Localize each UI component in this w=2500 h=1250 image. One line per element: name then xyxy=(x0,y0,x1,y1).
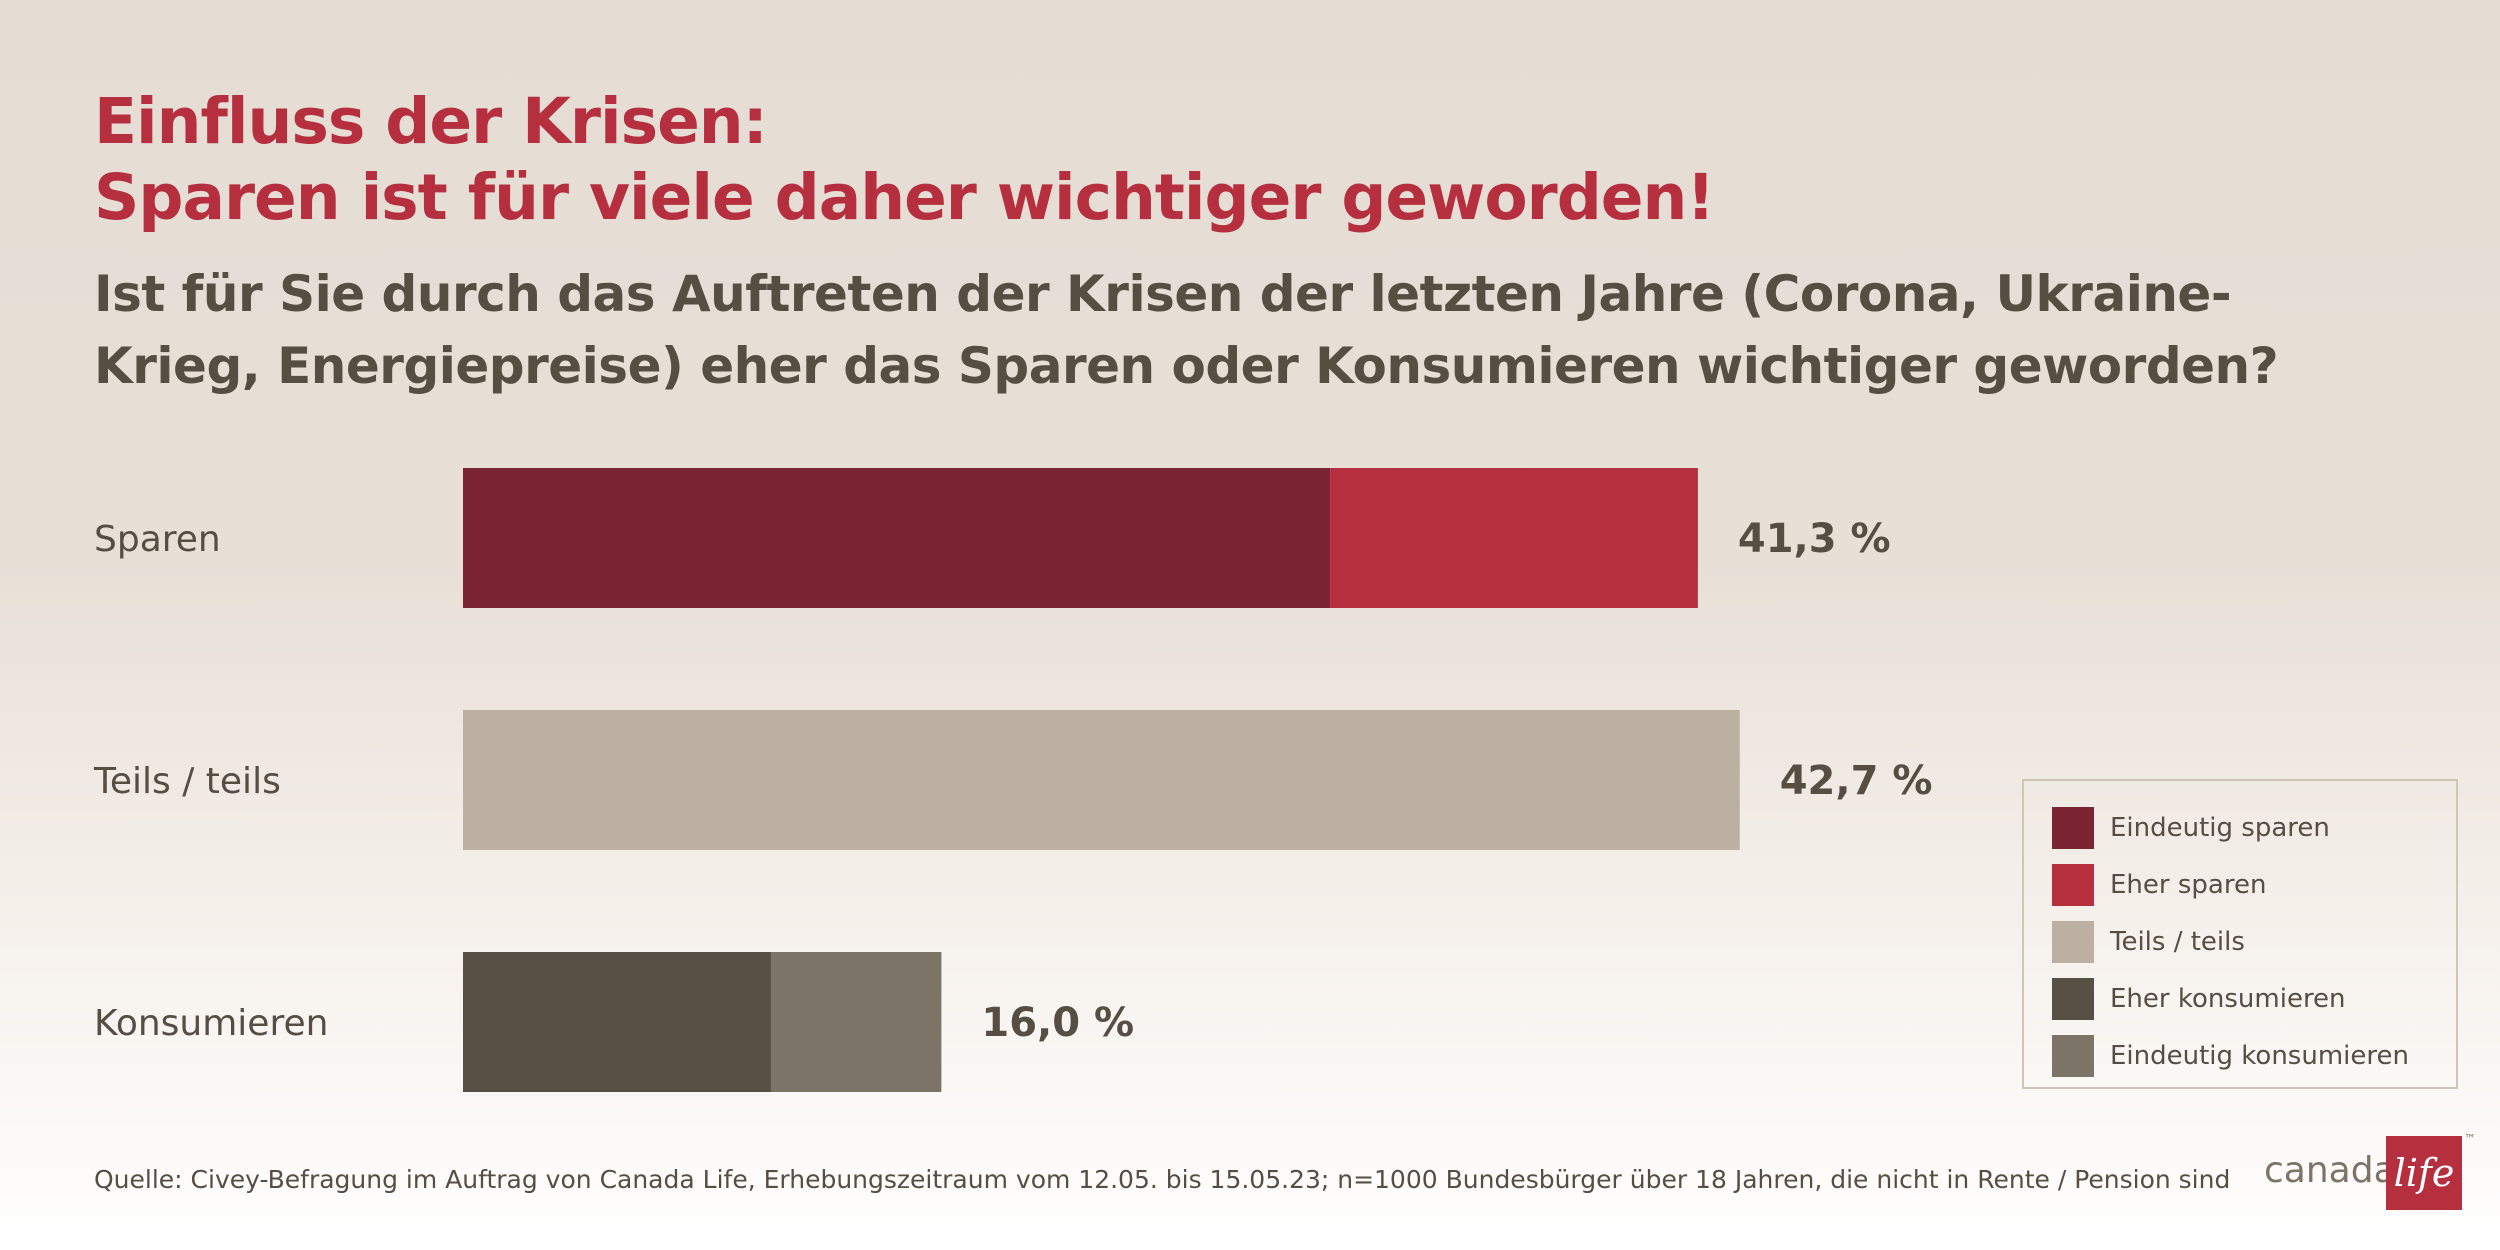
legend-item-eindeutig-sparen: Eindeutig sparen xyxy=(2052,807,2330,849)
legend-item-eindeutig-konsumieren: Eindeutig konsumieren xyxy=(2052,1035,2409,1077)
legend-label: Eindeutig sparen xyxy=(2110,813,2330,843)
bar-sparen-eher-sparen xyxy=(1330,468,1698,608)
source-note: Quelle: Civey-Befragung im Auftrag von C… xyxy=(94,1165,2231,1194)
legend-swatch xyxy=(2052,807,2094,849)
legend-swatch xyxy=(2052,978,2094,1020)
chart-title: Einfluss der Krisen: Sparen ist für viel… xyxy=(94,84,1715,236)
bar-konsumieren-eher-konsumieren xyxy=(463,952,771,1092)
legend-swatch xyxy=(2052,1035,2094,1077)
category-label-sparen: Sparen xyxy=(94,519,221,560)
bar-konsumieren-eindeutig-konsumieren xyxy=(770,952,942,1092)
legend-label: Teils / teils xyxy=(2110,927,2245,957)
logo-mark: life xyxy=(2386,1136,2462,1210)
logo-wordmark: canada xyxy=(2264,1150,2396,1191)
category-label-konsumieren: Konsumieren xyxy=(94,1003,328,1044)
legend-swatch xyxy=(2052,921,2094,963)
legend: Eindeutig sparen Eher sparen Teils / teils… xyxy=(2022,779,2458,1089)
legend-item-teils-teils: Teils / teils xyxy=(2052,921,2245,963)
title-line-1: Einfluss der Krisen: xyxy=(94,85,768,158)
legend-label: Eher konsumieren xyxy=(2110,984,2346,1014)
canada-life-logo: canada life ™ xyxy=(2264,1132,2484,1212)
bar-sparen-eindeutig-sparen xyxy=(463,468,1331,608)
legend-item-eher-sparen: Eher sparen xyxy=(2052,864,2266,906)
category-label-teils-teils: Teils / teils xyxy=(93,761,281,802)
logo-trademark: ™ xyxy=(2464,1132,2476,1146)
title-line-2: Sparen ist für viele daher wichtiger gew… xyxy=(94,161,1715,234)
total-label-sparen: 41,3 % xyxy=(1738,516,1891,562)
legend-item-eher-konsumieren: Eher konsumieren xyxy=(2052,978,2346,1020)
total-label-konsumieren: 16,0 % xyxy=(981,1000,1134,1046)
bar-teils-teils-teils-teils xyxy=(463,710,1740,850)
legend-label: Eindeutig konsumieren xyxy=(2110,1041,2409,1071)
total-label-teils-teils: 42,7 % xyxy=(1780,758,1933,804)
legend-swatch xyxy=(2052,864,2094,906)
logo-mark-text: life xyxy=(2393,1151,2455,1195)
chart-subtitle: Ist für Sie durch das Auftreten der Kris… xyxy=(94,265,2279,395)
legend-label: Eher sparen xyxy=(2110,870,2267,900)
